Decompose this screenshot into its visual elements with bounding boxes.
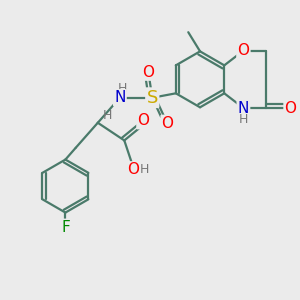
Text: F: F [61,220,70,235]
Text: N: N [114,90,126,105]
Text: O: O [284,100,296,116]
Text: N: N [238,100,249,116]
Text: O: O [162,116,174,131]
Text: H: H [118,82,128,95]
Text: H: H [239,113,248,126]
Text: S: S [147,89,158,107]
Text: O: O [142,64,154,80]
Text: O: O [127,162,139,177]
Text: H: H [140,164,150,176]
Text: H: H [103,109,112,122]
Text: O: O [237,43,249,58]
Text: O: O [137,113,149,128]
